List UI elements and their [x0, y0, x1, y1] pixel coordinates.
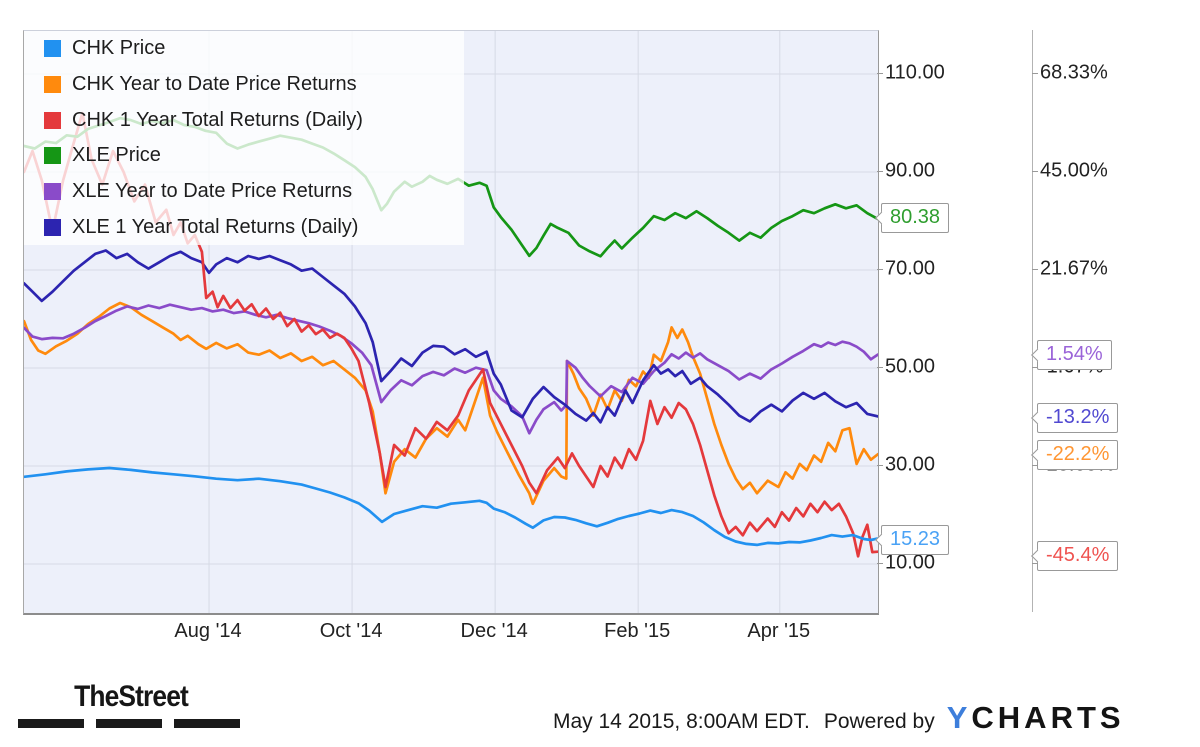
pct-axis-tick-label: 21.67%	[1040, 257, 1108, 280]
series-line-chk-price	[24, 466, 878, 547]
axis-tick	[1032, 464, 1038, 466]
legend-swatch-icon	[44, 40, 61, 58]
ycharts-logo-charts: CHARTS	[971, 700, 1125, 735]
axis-tick	[877, 73, 883, 74]
ycharts-logo-y: Y	[946, 700, 972, 735]
axis-tick	[1032, 268, 1038, 270]
legend-item-label: CHK Price	[72, 37, 166, 60]
price-axis-tick-label: 70.00	[885, 257, 936, 280]
powered-by-label: Powered by	[823, 710, 935, 733]
axis-tick	[1032, 73, 1038, 74]
legend-item-label: CHK Year to Date Price Returns	[72, 72, 357, 95]
price-axis-tick-label: 50.00	[885, 355, 936, 378]
price-axis-tick-label: 30.00	[885, 453, 936, 476]
legend-item[interactable]: XLE Price	[24, 138, 464, 173]
x-axis-tick-label: Feb '15	[604, 620, 671, 642]
x-axis-tick-label: Dec '14	[460, 620, 528, 642]
legend-item-label: XLE Year to Date Price Returns	[72, 179, 353, 202]
pct-axis-tick-label: 68.33%	[1040, 61, 1108, 84]
thestreet-wordmark: TheStreet	[74, 680, 189, 713]
price-axis-tick-label: 110.00	[885, 61, 945, 84]
legend-swatch-icon	[44, 75, 61, 93]
x-axis-tick-label: Apr '15	[747, 620, 811, 642]
axis-tick	[1032, 367, 1038, 368]
ycharts-logo[interactable]: YCHARTS	[947, 700, 1125, 736]
legend-item[interactable]: CHK 1 Year Total Returns (Daily)	[24, 103, 464, 138]
axis-tick	[1032, 562, 1038, 564]
price-axis-tick-label: 10.00	[885, 551, 936, 574]
pct-axis-tick-label: 45.00%	[1040, 159, 1108, 182]
value-callout: -22.2%	[1037, 440, 1119, 470]
axis-tick	[877, 171, 883, 172]
legend-item[interactable]: CHK Price	[24, 31, 464, 66]
price-axis-tick-label: 90.00	[885, 159, 936, 182]
chart-series-canvas	[24, 31, 878, 613]
thestreet-bar	[174, 719, 240, 728]
x-axis-tick-label: Oct '14	[319, 620, 383, 642]
thestreet-bar	[96, 719, 162, 728]
value-callout: 1.54%	[1037, 340, 1112, 370]
legend-item[interactable]: XLE Year to Date Price Returns	[24, 174, 464, 209]
axis-tick	[877, 269, 883, 270]
value-callout: -45.4%	[1037, 541, 1119, 571]
legend-item-label: CHK 1 Year Total Returns (Daily)	[72, 108, 363, 131]
footer-attribution: May 14 2015, 8:00AM EDT. Powered by YCHA…	[553, 700, 1125, 736]
series-line-xle-year-to-date-price-returns	[24, 303, 878, 435]
x-axis-tick-label: Aug '14	[174, 620, 242, 642]
legend-item-label: XLE 1 Year Total Returns (Daily)	[72, 215, 359, 238]
legend-swatch-icon	[44, 147, 61, 165]
thestreet-logo: TheStreet	[18, 680, 244, 728]
axis-tick	[877, 465, 883, 466]
value-callout: -13.2%	[1037, 403, 1119, 433]
legend-item[interactable]: XLE 1 Year Total Returns (Daily)	[24, 210, 464, 245]
legend-swatch-icon	[44, 111, 61, 129]
value-callout: 80.38	[881, 203, 950, 233]
thestreet-bar	[18, 719, 84, 728]
axis-tick	[1032, 170, 1038, 172]
pct-axis-line	[1032, 30, 1033, 612]
legend-item-label: XLE Price	[72, 144, 161, 167]
thestreet-bars	[18, 719, 244, 728]
axis-tick	[877, 563, 883, 564]
legend-panel: CHK Price CHK Year to Date Price Returns C…	[24, 31, 464, 245]
axis-tick	[877, 367, 883, 368]
legend-swatch-icon	[44, 182, 61, 200]
legend-swatch-icon	[44, 218, 61, 236]
legend-item[interactable]: CHK Year to Date Price Returns	[24, 67, 464, 102]
footer-timestamp: May 14 2015, 8:00AM EDT.	[553, 710, 810, 733]
series-line-chk-year-to-date-price-returns	[24, 301, 878, 506]
series-line-xle-1-year-total-returns-daily-	[24, 249, 878, 424]
value-callout: 15.23	[881, 525, 950, 555]
